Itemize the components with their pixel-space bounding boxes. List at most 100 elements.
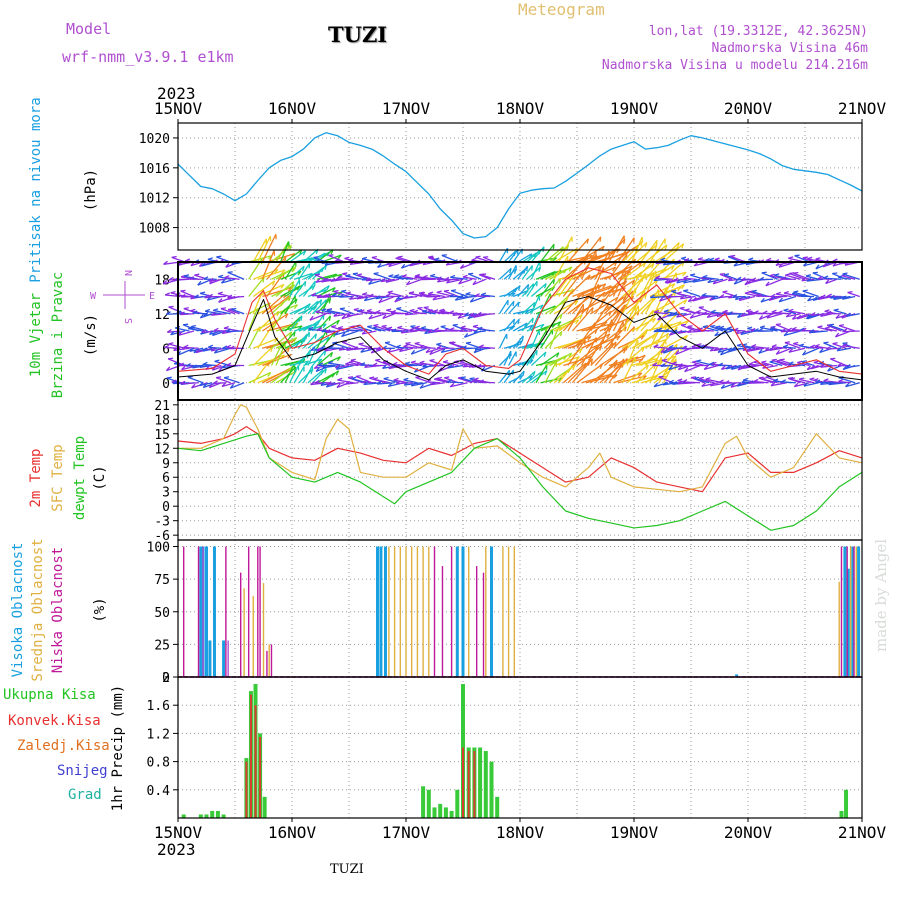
wind-arrow xyxy=(613,244,639,263)
wind-arrow-head xyxy=(837,362,843,367)
wind-arrow-head xyxy=(766,314,772,319)
wind-arrow xyxy=(334,330,350,336)
wind-arrow xyxy=(838,276,851,280)
wind-arrow-head xyxy=(712,279,718,285)
wind-arrow xyxy=(411,347,427,355)
wind-arrow-head xyxy=(172,380,178,385)
wind-arrow-head xyxy=(517,319,520,325)
wind-arrow xyxy=(405,363,423,367)
wind-arrow xyxy=(173,347,190,352)
wind-arrow-head xyxy=(665,333,670,339)
cloud-low-bar xyxy=(197,546,200,677)
wind-arrow-head xyxy=(673,277,679,282)
wind-arrow-head xyxy=(183,344,189,348)
wind-arrow-head xyxy=(397,275,403,279)
wind-arrow-head xyxy=(846,312,851,317)
wind-arrow-head xyxy=(225,328,231,333)
wind-arrow-head xyxy=(165,311,171,315)
wind-speed-line xyxy=(177,296,863,381)
wind-arrow xyxy=(472,278,487,286)
wind-arrow-head xyxy=(330,277,336,282)
wind-arrow xyxy=(567,337,598,349)
wind-arrow xyxy=(450,290,468,298)
wind-arrow-head xyxy=(801,327,807,332)
wind-arrow xyxy=(759,313,774,321)
cloud-high-bar xyxy=(846,568,850,677)
wind-arrow xyxy=(293,280,307,297)
wind-arrow xyxy=(558,236,573,263)
wind-arrow xyxy=(631,357,658,367)
wind-arrow xyxy=(275,336,298,349)
wind-arrow xyxy=(701,382,719,387)
wind-arrow-head xyxy=(185,363,191,367)
cloud-mid-bar xyxy=(849,546,852,677)
wind-arrow-head xyxy=(730,254,736,257)
wind-arrow-head xyxy=(698,306,704,309)
wind-arrow-head xyxy=(529,359,534,364)
wind-arrow xyxy=(680,295,696,300)
wind-arrow-head xyxy=(681,256,687,260)
wind-arrow-head xyxy=(336,319,340,325)
wind-arrow-head xyxy=(440,348,446,353)
wind-arrow-head xyxy=(322,364,328,369)
wind-arrow-head xyxy=(662,381,668,386)
wind-arrow-head xyxy=(566,244,570,250)
wind-arrow-head xyxy=(168,276,174,281)
wind-arrow-head xyxy=(746,347,752,352)
precip-legend-snow: Snijeg xyxy=(57,763,108,779)
wind-arrow xyxy=(302,365,314,384)
wind-arrow-head xyxy=(168,305,174,308)
wind-arrow-head xyxy=(591,307,594,313)
wind-arrow xyxy=(830,295,847,299)
wind-arrow-head xyxy=(179,362,185,367)
wind-arrow xyxy=(275,266,297,280)
wind-arrow-head xyxy=(393,377,399,381)
wind-arrow-head xyxy=(664,244,668,250)
wind-arrow xyxy=(530,261,541,280)
wind-arrow-head xyxy=(330,352,334,358)
wind-arrow xyxy=(599,317,629,332)
precip-total-bar xyxy=(483,751,488,818)
wind-arrow-head xyxy=(694,376,700,380)
cloud-mid-bar xyxy=(393,546,396,677)
wind-arrow-head xyxy=(326,285,330,291)
wind-arrow-head xyxy=(769,346,774,351)
wind-arrow-head xyxy=(287,287,293,292)
wind-arrow-head xyxy=(522,370,525,377)
wind-arrow xyxy=(346,329,363,332)
wind-arrow-head xyxy=(601,298,606,304)
wind-arrow-head xyxy=(687,325,693,328)
wind-arrow-head xyxy=(744,291,750,294)
wind-arrow-head xyxy=(375,309,381,314)
wind-arrow-head xyxy=(842,343,848,347)
wind-arrow-head xyxy=(599,236,602,242)
wind-arrow-head xyxy=(388,262,393,268)
wind-arrow xyxy=(419,362,436,367)
wind-arrow-head xyxy=(667,312,673,317)
wind-arrow-head xyxy=(833,295,838,300)
wind-arrow-head xyxy=(838,324,845,327)
cloud-high-bar xyxy=(857,546,861,677)
wind-arrow xyxy=(784,342,801,349)
wind-arrow xyxy=(631,317,656,332)
wind-arrow-head xyxy=(199,381,204,387)
wind-arrow-head xyxy=(313,281,316,287)
wind-arrow-head xyxy=(475,255,481,258)
wind-arrow xyxy=(530,329,540,349)
wind-arrow xyxy=(508,249,519,263)
wind-arrow xyxy=(581,285,612,298)
wind-arrow-head xyxy=(815,379,821,383)
wind-arrow-head xyxy=(751,277,757,282)
wind-arrow-head xyxy=(409,327,416,331)
wind-arrow xyxy=(535,270,556,280)
wind-arrow xyxy=(403,379,418,384)
wind-arrow xyxy=(280,285,301,298)
wind-arrow-head xyxy=(395,344,401,348)
wind-arrow xyxy=(438,364,455,373)
wind-arrow-head xyxy=(459,264,465,269)
precip-total-bar xyxy=(215,810,220,818)
wind-arrow-head xyxy=(361,256,368,260)
wind-arrow-head xyxy=(556,352,560,358)
wind-arrow xyxy=(549,319,573,332)
wind-arrow xyxy=(355,375,373,384)
